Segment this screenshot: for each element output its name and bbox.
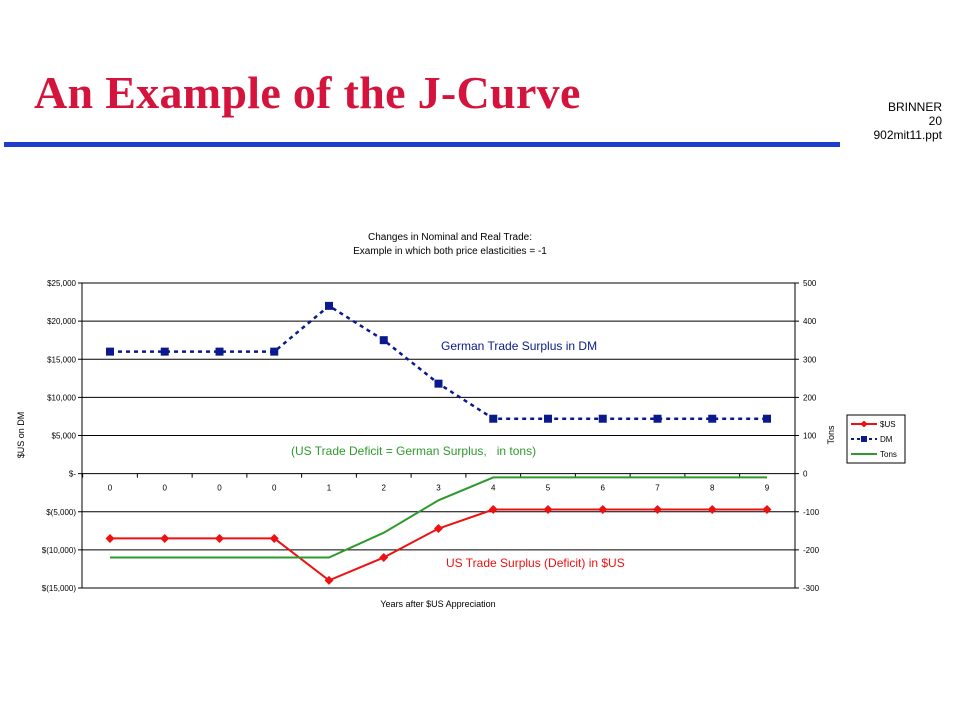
slide-title: An Example of the J-Curve	[34, 67, 581, 118]
point-dm	[379, 336, 388, 345]
point-usd	[598, 504, 608, 514]
point-dm	[160, 347, 169, 356]
point-dm	[106, 347, 114, 356]
legend-marker-dm	[861, 436, 867, 442]
point-usd	[653, 504, 662, 514]
left-tick-label: $20,000	[47, 317, 76, 326]
x-tick-label: 9	[765, 484, 770, 493]
right-tick-label: 500	[803, 279, 817, 288]
legend-label-tons: Tons	[880, 450, 897, 459]
legend-label-dm: DM	[880, 435, 893, 444]
right-axis-label: Tons	[826, 425, 836, 445]
point-dm	[434, 379, 443, 388]
left-tick-label: $(5,000)	[46, 508, 76, 517]
left-tick-label: $15,000	[47, 355, 76, 364]
point-usd	[269, 533, 279, 543]
annotation-usd: US Trade Surplus (Deficit) in $US	[446, 556, 625, 570]
point-usd	[160, 533, 170, 543]
chart-title: Changes in Nominal and Real Trade:	[368, 232, 532, 243]
point-dm	[215, 347, 224, 356]
point-usd	[762, 504, 772, 514]
point-usd	[324, 575, 334, 585]
point-usd	[215, 533, 224, 543]
x-tick-label: 4	[491, 484, 496, 493]
x-tick-label: 8	[710, 484, 715, 493]
point-usd	[105, 533, 115, 543]
left-tick-label: $25,000	[47, 279, 76, 288]
x-tick-label: 5	[546, 484, 551, 493]
header-meta: BRINNER 20 902mit11.ppt	[874, 100, 943, 142]
point-dm	[598, 414, 607, 423]
series-line-dm	[110, 304, 767, 420]
x-tick-label: 2	[382, 484, 387, 493]
right-tick-label: 300	[803, 355, 817, 364]
series-line-usd	[110, 508, 767, 582]
point-dm	[489, 414, 498, 423]
right-tick-label: 400	[803, 317, 817, 326]
x-tick-label: 0	[108, 484, 113, 493]
series-layer	[105, 301, 772, 585]
annotation-tons: (US Trade Deficit = German Surplus, in t…	[291, 444, 536, 458]
right-tick-label: -300	[803, 584, 820, 593]
meta-author: BRINNER	[887, 100, 942, 114]
point-dm	[708, 414, 717, 423]
point-dm	[653, 414, 662, 423]
point-dm	[325, 301, 333, 310]
right-tick-label: 200	[803, 393, 817, 402]
x-tick-label: 0	[163, 484, 168, 493]
point-usd	[488, 504, 498, 514]
x-tick-label: 0	[272, 484, 277, 493]
right-tick-label: -200	[803, 546, 820, 555]
legend-marker-usd	[860, 420, 868, 428]
series-line-tons	[110, 476, 767, 559]
left-tick-label: $5,000	[52, 432, 77, 441]
right-tick-label: 100	[803, 432, 817, 441]
point-dm	[544, 414, 552, 423]
left-tick-label: $(15,000)	[42, 584, 77, 593]
chart-legend: $US DM Tons	[846, 414, 906, 464]
x-tick-label: 0	[217, 484, 222, 493]
right-tick-label: 0	[803, 470, 808, 479]
meta-filename: 902mit11.ppt	[873, 128, 943, 142]
x-axis-label: Years after $US Appreciation	[380, 599, 495, 609]
meta-slide-number: 20	[928, 114, 942, 128]
right-tick-label: -100	[803, 508, 820, 517]
x-tick-label: 1	[327, 484, 332, 493]
annotation-dm: German Trade Surplus in DM	[441, 339, 597, 353]
x-axis: 0 0 0 0 1 2 3 4 5 6 7 8 9	[82, 473, 770, 493]
right-axis: 500 400 300 200 100 0 -100 -200 -300	[795, 279, 820, 593]
title-rule	[4, 142, 840, 147]
x-tick-label: 7	[655, 484, 660, 493]
point-usd	[543, 504, 553, 514]
point-usd	[707, 504, 717, 514]
legend-label-usd: $US	[880, 420, 896, 429]
chart-grid	[82, 282, 795, 589]
point-usd	[379, 553, 389, 562]
left-axis-label: $US on DM	[16, 412, 26, 459]
point-usd	[434, 524, 443, 534]
x-tick-label: 6	[601, 484, 606, 493]
left-axis: $25,000 $20,000 $15,000 $10,000 $5,000 $- $(5,…	[42, 279, 82, 593]
point-dm	[763, 414, 771, 423]
chart-subtitle: Example in which both price elasticities…	[353, 246, 547, 257]
x-tick-label: 3	[436, 484, 441, 493]
point-dm	[270, 347, 279, 356]
left-tick-label: $(10,000)	[42, 546, 77, 555]
left-tick-label: $-	[69, 470, 76, 479]
left-tick-label: $10,000	[47, 393, 76, 402]
